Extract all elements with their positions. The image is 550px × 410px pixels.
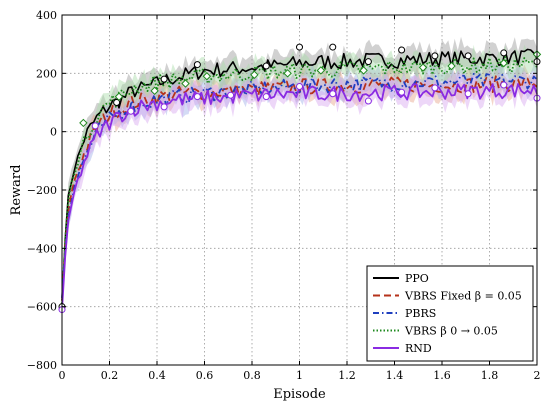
- x-tick-label: 1.4: [386, 369, 404, 382]
- marker-rnd: [296, 82, 303, 90]
- marker-vbrs-0-0-05: [150, 86, 159, 96]
- marker-vbrs-0-0-05: [202, 72, 212, 81]
- marker-vbrs-0-0-05: [499, 58, 508, 68]
- marker-ppo: [262, 62, 270, 70]
- marker-ppo: [464, 52, 472, 60]
- y-tick-label: −200: [27, 184, 57, 197]
- marker-rnd: [329, 90, 337, 98]
- marker-rnd: [464, 90, 472, 98]
- line-vbrs-0-0-05: [61, 56, 538, 304]
- marker-ppo: [296, 43, 303, 51]
- marker-ppo: [398, 46, 406, 54]
- x-axis-title: Episode: [273, 387, 326, 402]
- axis-ticks: [61, 14, 538, 366]
- x-tick-label: 1.2: [338, 369, 356, 382]
- marker-ppo: [113, 99, 121, 106]
- x-tick-label: 2: [534, 369, 541, 382]
- marker-vbrs-0-0-05: [316, 66, 326, 75]
- x-tick-label: 0.6: [196, 369, 214, 382]
- x-tick-label: 0.2: [101, 369, 119, 382]
- legend-box: [366, 265, 534, 362]
- legend-label-vbrs-fixed-0-05: VBRS Fixed β = 0.05: [404, 290, 522, 303]
- series-lines: [61, 48, 538, 310]
- marker-rnd: [262, 93, 270, 101]
- line-ppo: [61, 48, 538, 307]
- marker-vbrs-0-0-05: [79, 118, 88, 128]
- y-tick-label: −400: [27, 242, 57, 255]
- y-tick-label: −800: [27, 359, 57, 372]
- marker-vbrs-0-0-05: [418, 63, 428, 72]
- legend-label-rnd: RND: [405, 342, 432, 355]
- marker-ppo: [160, 75, 168, 83]
- legend: PPO VBRS Fixed β = 0.05 PBRS VBRS β 0 → 0.0…: [366, 265, 534, 362]
- legend-label-ppo: PPO: [405, 272, 429, 285]
- band-rnd: [62, 69, 537, 312]
- x-tick-label: 0.8: [243, 369, 261, 382]
- marker-ppo: [500, 49, 508, 57]
- y-axis-title: Reward: [9, 165, 24, 216]
- marker-rnd: [127, 107, 135, 115]
- marker-ppo: [364, 58, 372, 66]
- tick-labels: 0 0.2 0.4 0.6 0.8 1 1.2 1.4 1.6 1.8 2 −800 −600 −400 −…: [27, 9, 541, 382]
- marker-vbrs-0-0-05: [181, 79, 190, 88]
- series-markers: [58, 43, 542, 314]
- marker-ppo: [193, 61, 201, 69]
- marker-vbrs-0-0-05: [114, 92, 124, 101]
- band-pbrs: [62, 60, 537, 300]
- marker-ppo: [431, 52, 439, 60]
- x-tick-label: 0: [59, 369, 66, 382]
- marker-vbrs-0-0-05: [250, 70, 259, 79]
- marker-ppo: [329, 43, 337, 51]
- marker-rnd: [431, 84, 439, 92]
- marker-rnd: [398, 88, 406, 96]
- grid-lines: [62, 15, 537, 365]
- marker-vbrs-0-0-05: [359, 66, 368, 75]
- marker-rnd: [193, 93, 201, 101]
- marker-rnd: [91, 122, 99, 130]
- x-tick-label: 1: [296, 369, 303, 382]
- marker-vbrs-0-0-05: [447, 61, 456, 71]
- marker-rnd: [500, 81, 508, 89]
- x-tick-label: 1.6: [433, 369, 451, 382]
- y-tick-label: 200: [36, 67, 57, 80]
- y-tick-label: −600: [27, 301, 57, 314]
- marker-vbrs-0-0-05: [283, 69, 292, 78]
- marker-rnd: [364, 97, 372, 105]
- marker-rnd: [227, 91, 235, 99]
- y-tick-label: 0: [50, 126, 57, 139]
- x-tick-label: 1.8: [481, 369, 499, 382]
- x-tick-label: 0.4: [148, 369, 166, 382]
- legend-label-pbrs: PBRS: [405, 307, 436, 320]
- marker-rnd: [160, 103, 168, 111]
- y-tick-label: 400: [36, 9, 57, 22]
- legend-label-vbrs-0-0-05: VBRS β 0 → 0.05: [404, 325, 498, 338]
